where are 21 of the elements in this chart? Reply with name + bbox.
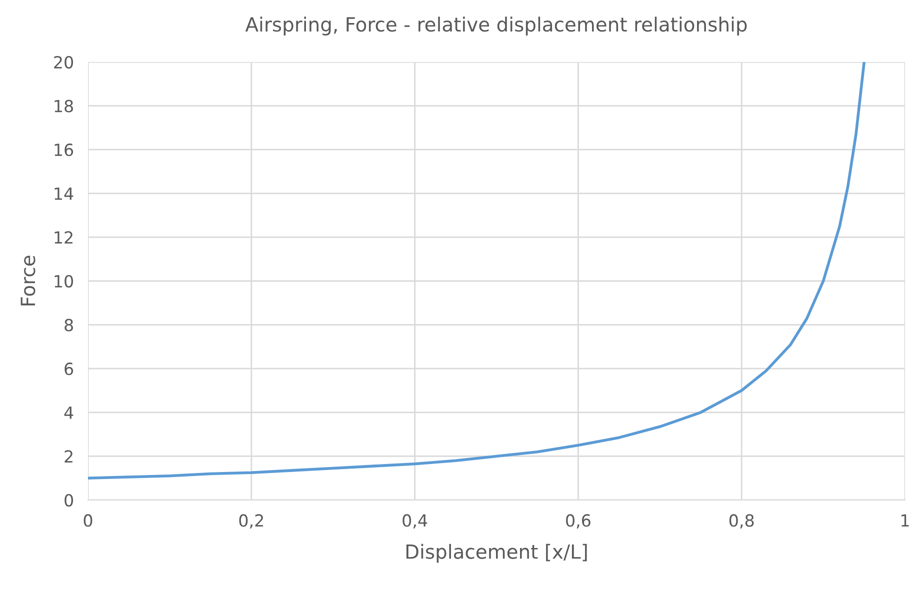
x-tick-label: 1 (902, 514, 909, 527)
y-tick-label: 2 (64, 450, 72, 463)
y-tick-label: 8 (64, 318, 73, 332)
y-tick-label: 12 (54, 231, 72, 244)
x-tick-label: 0 (84, 514, 92, 527)
y-tick-label: 16 (54, 144, 74, 156)
x-axis-title: Displacement [x/L] (406, 544, 587, 563)
chart-title: Airspring, Force - relative displacement relationship (245, 16, 747, 36)
y-tick-label: 6 (64, 362, 74, 376)
x-tick-label: 0,8 (729, 514, 754, 528)
x-tick-label: 0,2 (239, 514, 263, 528)
y-tick-label: 4 (64, 406, 74, 419)
y-tick-label: 18 (54, 100, 73, 112)
y-tick-label: 10 (54, 274, 74, 288)
y-tick-label: 20 (54, 56, 74, 69)
y-tick-label: 0 (64, 494, 74, 507)
y-axis-title: Force (20, 256, 36, 306)
y-tick-label: 14 (54, 188, 74, 200)
x-tick-label: 0,6 (566, 514, 590, 528)
line-series (88, 62, 866, 480)
x-tick-label: 0,4 (402, 514, 428, 528)
